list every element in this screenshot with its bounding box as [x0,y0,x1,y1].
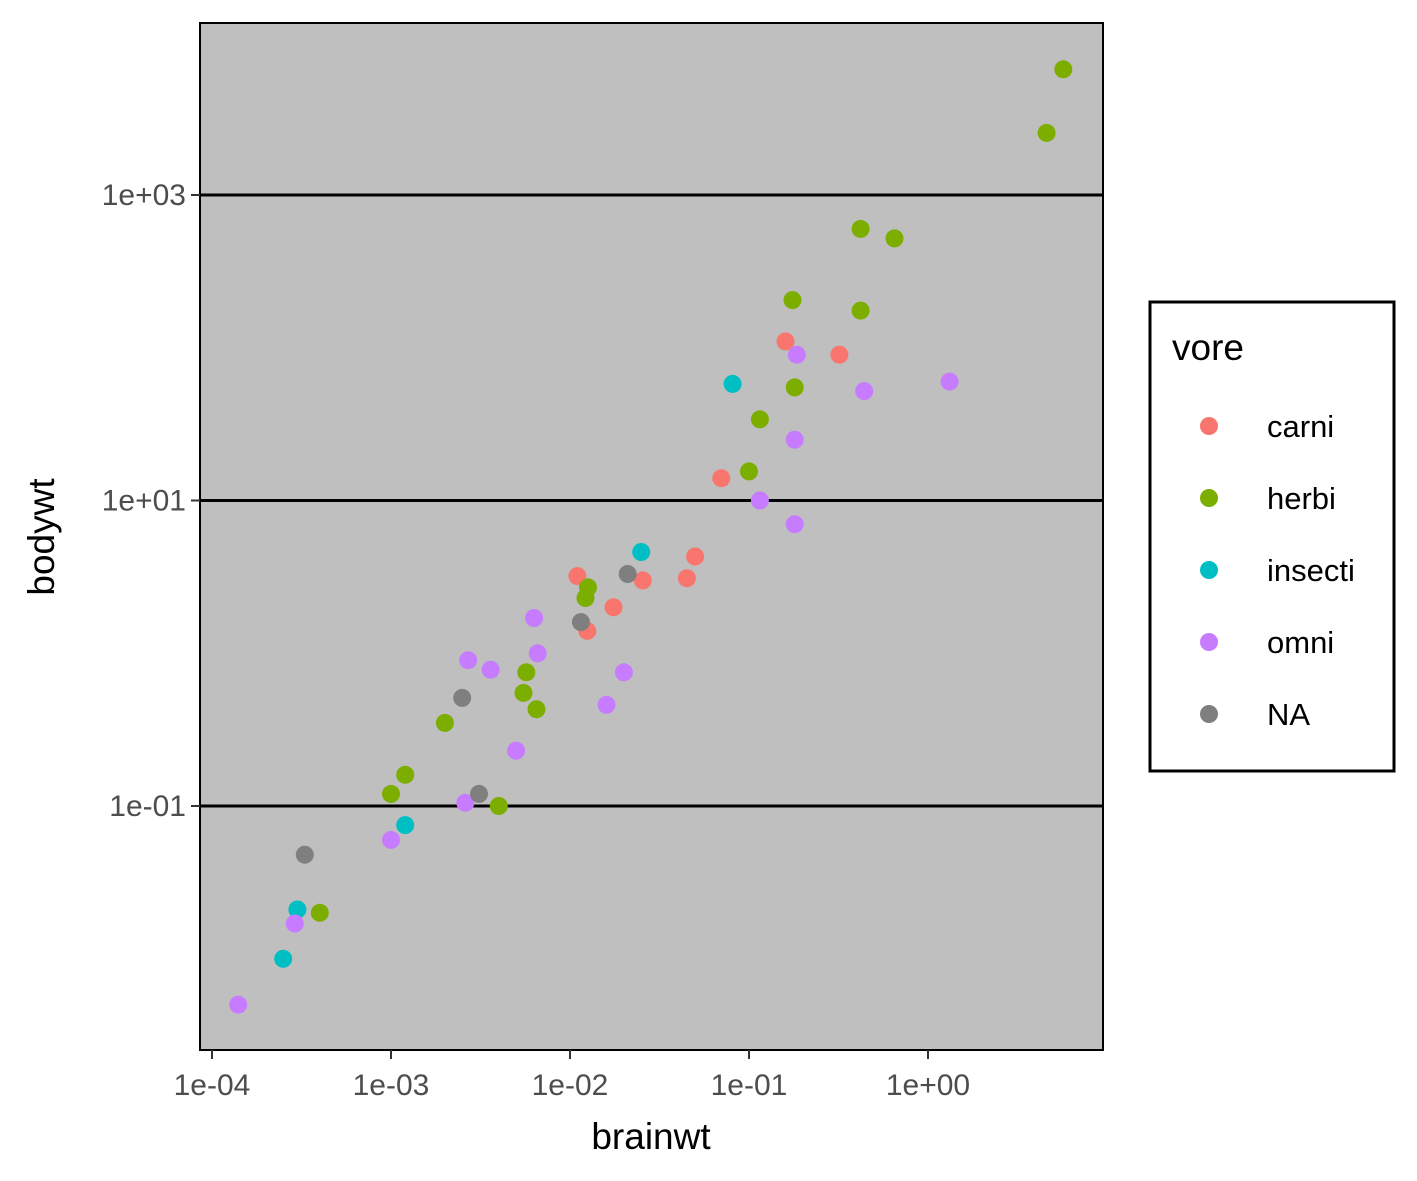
data-point-na [453,688,472,707]
data-point-herbi [527,700,546,719]
data-point-omni [528,644,547,663]
y-tick-label: 1e+03 [102,179,186,212]
x-tick-label: 1e-02 [532,1069,609,1102]
legend-entries: carni herbi insecti omni NA [1200,409,1355,732]
data-point-carni [830,345,849,364]
y-axis-title: bodywt [21,478,62,596]
x-axis: 1e-04 1e-03 1e-02 1e-01 1e+00 [174,1050,970,1102]
legend-label-carni: carni [1267,409,1334,444]
legend-key-omni [1200,633,1218,651]
x-tick-label: 1e+00 [886,1069,970,1102]
data-point-omni [785,430,804,449]
data-point-carni [686,547,705,566]
data-point-omni [614,663,633,682]
data-point-herbi [885,229,904,248]
data-point-herbi [851,301,870,320]
x-tick-label: 1e-04 [174,1069,251,1102]
data-point-herbi [517,663,536,682]
data-point-herbi [750,410,769,429]
data-point-omni [456,793,475,812]
y-tick-label: 1e+01 [102,485,186,518]
legend: vore carni herbi insecti omni NA [1148,300,1396,773]
data-point-omni [597,695,616,714]
data-point-omni [940,372,959,391]
data-point-carni [604,598,623,617]
data-point-insecti [632,543,651,561]
legend-label-omni: omni [1267,625,1334,660]
x-tick-label: 1e-01 [711,1069,788,1102]
y-axis: 1e-01 1e+01 1e+03 [102,179,200,823]
legend-key-herbi [1200,489,1218,507]
legend-key-carni [1200,417,1218,435]
data-point-omni [459,651,478,670]
data-point-na [571,613,590,632]
data-point-herbi [489,797,508,815]
legend-key-insecti [1200,561,1218,579]
data-point-omni [525,609,544,627]
data-point-omni [750,491,769,510]
data-point-na [618,565,637,583]
data-point-insecti [288,900,307,919]
data-point-na [295,845,314,864]
data-point-na [470,784,488,803]
x-axis-title: brainwt [591,1116,711,1157]
legend-box [1148,300,1396,773]
data-point-carni [677,569,696,588]
data-point-omni [855,382,874,401]
data-point-herbi [1037,123,1056,142]
data-point-herbi [1054,60,1073,79]
data-point-omni [785,515,804,534]
data-point-herbi [740,462,758,481]
data-point-carni [776,332,795,351]
gridlines [200,193,1103,808]
data-points [229,60,1073,1014]
data-point-herbi [435,713,454,732]
data-point-herbi [785,378,804,397]
data-point-herbi [382,784,400,803]
data-point-insecti [274,949,293,968]
data-point-omni [382,830,400,849]
data-point-omni [481,660,500,679]
data-point-herbi [851,219,870,238]
data-point-insecti [396,816,415,835]
data-point-omni [787,345,806,364]
data-point-herbi [579,578,597,597]
data-point-herbi [310,903,329,922]
x-tick-label: 1e-03 [353,1069,430,1102]
legend-label-herbi: herbi [1267,481,1336,516]
y-tick-label: 1e-01 [109,790,186,823]
data-point-herbi [396,765,415,784]
data-point-herbi [783,291,802,310]
data-point-carni [633,571,652,590]
data-point-carni [712,469,731,488]
data-point-omni [229,995,248,1014]
data-point-carni [568,567,587,586]
legend-label-insecti: insecti [1267,553,1355,588]
legend-key-na [1200,705,1218,723]
data-point-omni [285,914,304,933]
legend-label-na: NA [1267,697,1310,732]
data-point-insecti [723,374,742,393]
data-point-omni [507,741,526,760]
plot-panel [199,22,1104,1051]
data-point-herbi [514,683,533,702]
legend-title: vore [1172,327,1244,368]
